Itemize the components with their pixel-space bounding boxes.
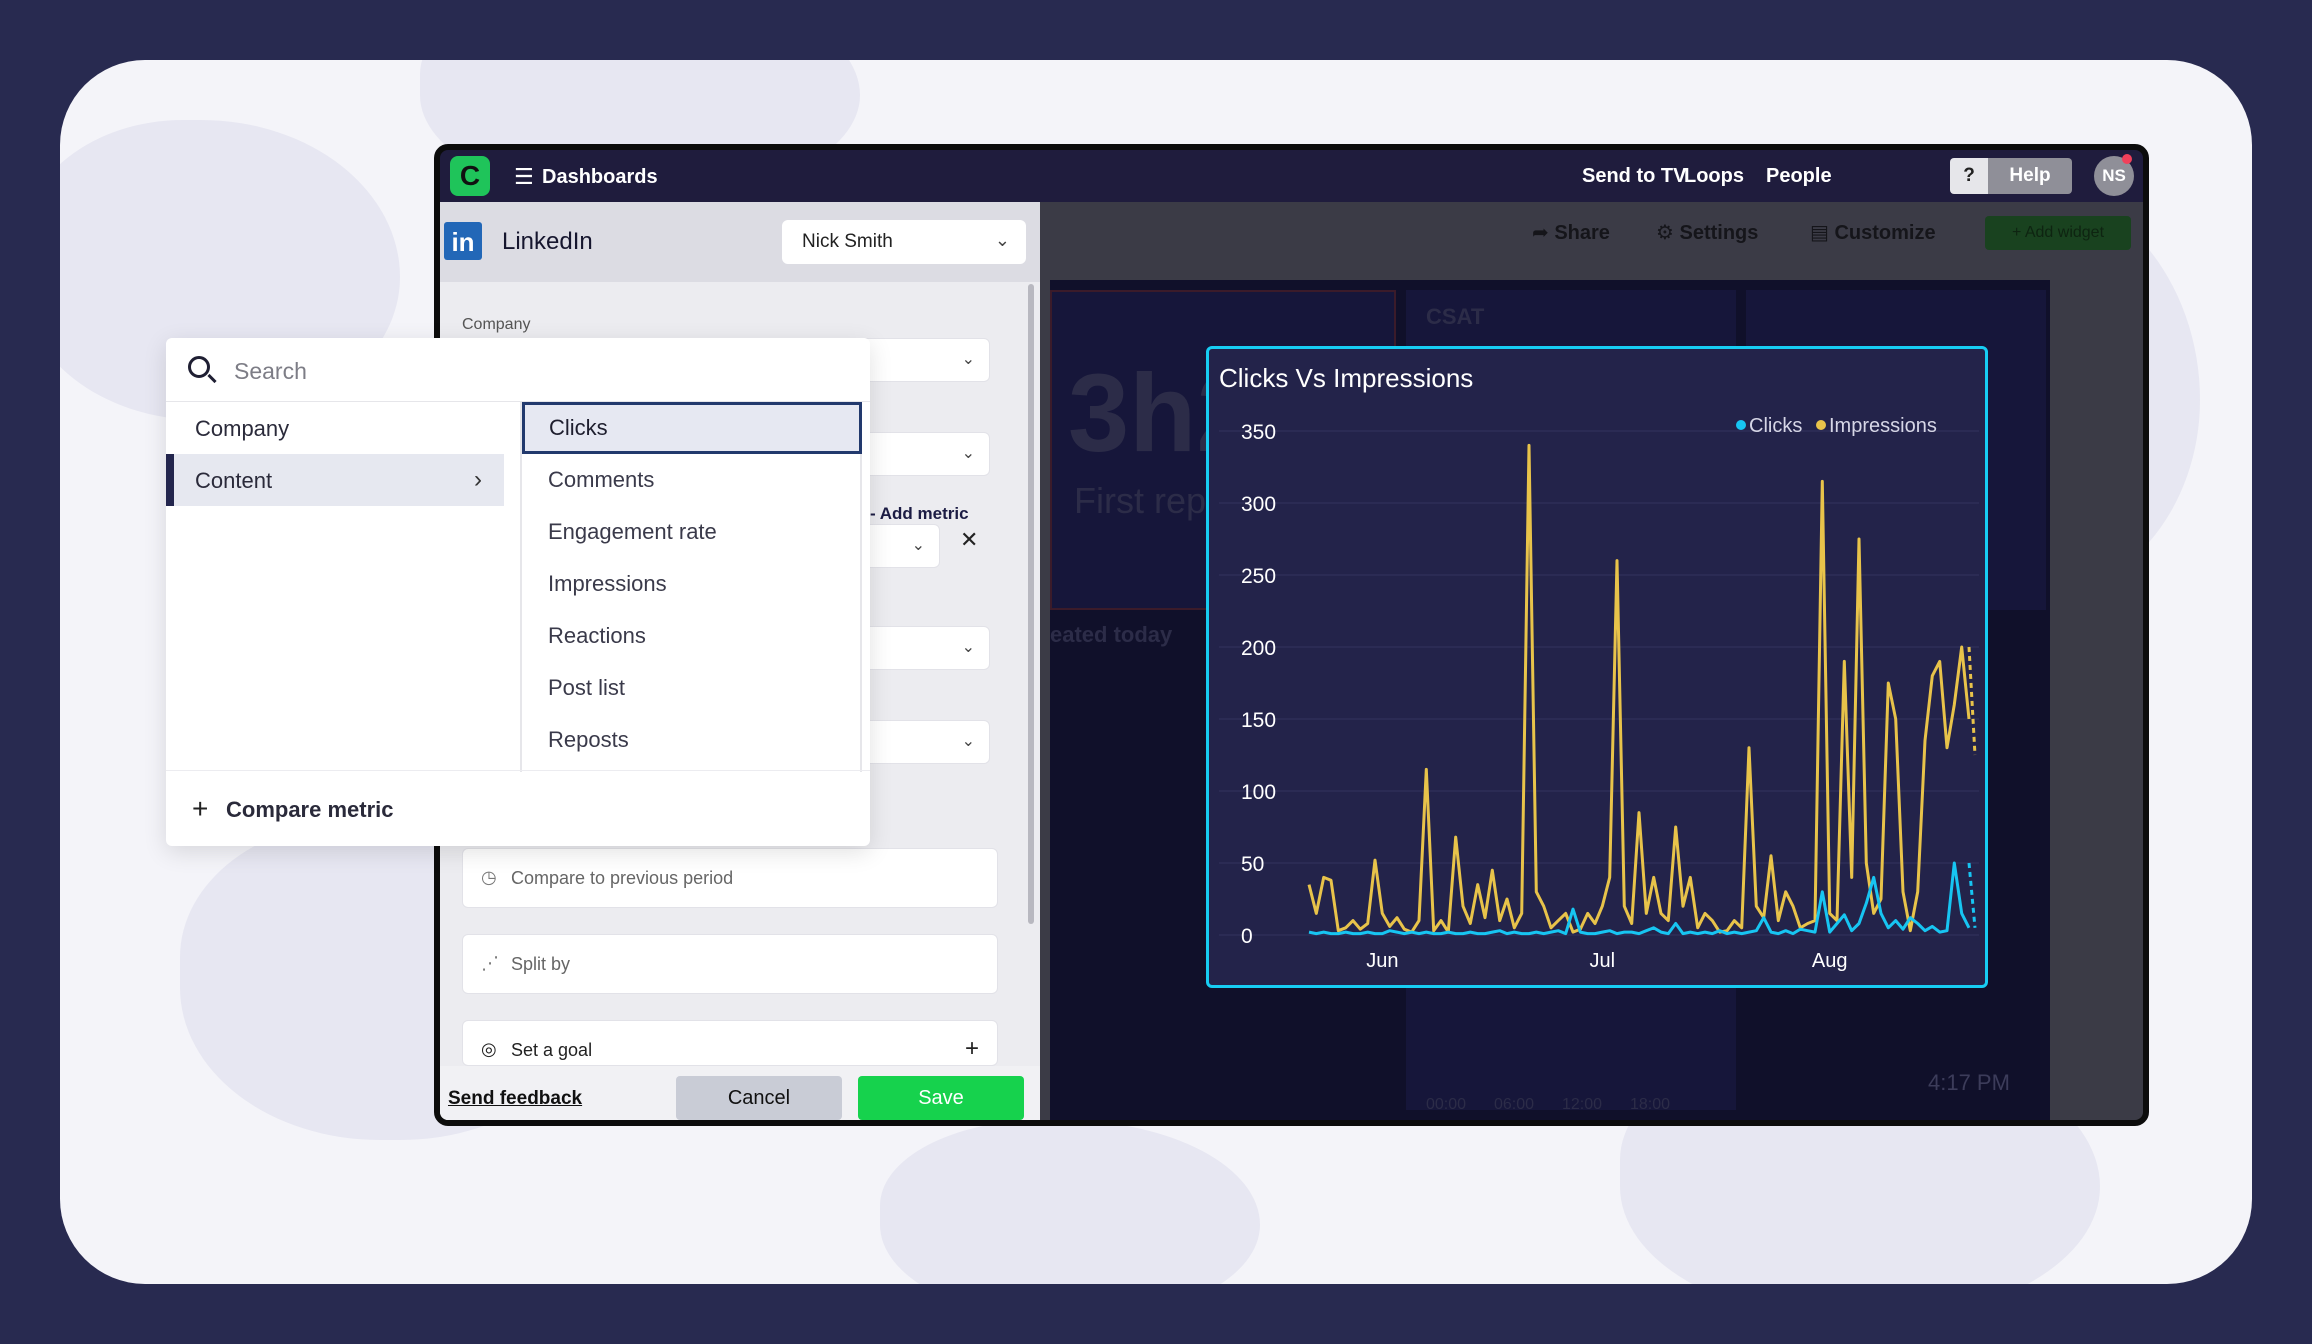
csat-label: CSAT — [1426, 304, 1485, 329]
created-today-label: eated today — [1050, 622, 1173, 647]
search-icon — [188, 356, 210, 378]
legend-label: Clicks — [1749, 415, 1802, 437]
add-widget-button[interactable]: + Add widget — [1985, 216, 2131, 250]
settings-label: Settings — [1679, 222, 1759, 244]
target-icon: ◎ — [481, 1039, 497, 1059]
metric-search[interactable]: Search — [166, 338, 870, 402]
chart-title: Clicks Vs Impressions — [1219, 363, 1474, 393]
tick-label: 12:00 — [1562, 1096, 1603, 1113]
set-goal-label: Set a goal — [511, 1040, 593, 1060]
metric-list: Clicks Comments Engagement rate Impressi… — [520, 402, 862, 772]
account-select[interactable]: Nick Smith ⌄ — [782, 220, 1026, 264]
split-by-option[interactable]: ⋰ Split by — [462, 934, 998, 994]
series-line-clicks — [1308, 861, 1971, 936]
compare-metric-label: Compare metric — [226, 797, 394, 822]
account-select-value: Nick Smith — [802, 231, 893, 252]
app-logo[interactable]: C — [450, 156, 490, 196]
category-label: Content — [195, 468, 273, 493]
x-tick-label: Jun — [1366, 950, 1398, 972]
legend-label: Impressions — [1829, 415, 1937, 437]
projection-line-clicks — [1967, 862, 1977, 928]
cancel-button[interactable]: Cancel — [676, 1076, 842, 1120]
panel-footer: Send feedback Cancel Save — [440, 1066, 1040, 1120]
split-icon: ⋰ — [481, 953, 499, 973]
panel-header: in LinkedIn Nick Smith ⌄ — [440, 202, 1040, 282]
dashboards-menu[interactable]: Dashboards — [542, 166, 658, 188]
help-button[interactable]: Help — [1988, 158, 2072, 194]
decor-blob — [880, 1120, 1260, 1284]
compare-previous-option[interactable]: ◷ Compare to previous period — [462, 848, 998, 908]
metric-item-clicks[interactable]: Clicks — [522, 402, 862, 454]
metric-item-reactions[interactable]: Reactions — [548, 623, 646, 648]
metric-item-engagement-rate[interactable]: Engagement rate — [548, 519, 717, 544]
line-chart: 0 50 100 150 200 250 300 350 Jun Jul Aug Clicks Impr… — [1219, 415, 1979, 972]
settings-button[interactable]: ⚙ Settings — [1656, 222, 1759, 244]
share-label: Share — [1554, 222, 1610, 244]
clock-icon: ◷ — [481, 867, 497, 887]
split-by-label: Split by — [511, 954, 571, 974]
clicks-vs-impressions-chart: Clicks Vs Impressions 0 50 100 150 200 250 300… — [1206, 346, 1988, 988]
series-line-impressions — [1307, 443, 1971, 934]
chevron-down-icon: ⌄ — [961, 445, 975, 462]
send-feedback-link[interactable]: Send feedback — [448, 1088, 583, 1109]
y-tick-label: 300 — [1241, 493, 1276, 516]
chevron-down-icon: ⌄ — [911, 537, 925, 554]
category-label: Company — [195, 416, 290, 441]
plus-icon: + — [192, 793, 209, 824]
chevron-down-icon: ⌄ — [961, 733, 975, 750]
legend-marker — [1816, 420, 1826, 430]
chevron-right-icon: › — [474, 466, 482, 493]
linkedin-icon: in — [444, 222, 482, 260]
metric-picker-dropdown: Search Company Content › Clicks Comments… — [166, 338, 870, 846]
chevron-down-icon: ⌄ — [961, 351, 975, 368]
legend-marker — [1736, 420, 1746, 430]
tick-label: 00:00 — [1426, 1096, 1467, 1113]
y-tick-label: 350 — [1241, 421, 1276, 444]
top-nav-bar: C ☰ Dashboards Send to TV Loops People ?… — [440, 150, 2143, 202]
plus-icon[interactable]: + — [964, 1035, 979, 1062]
metric-item-comments[interactable]: Comments — [548, 467, 655, 492]
customize-label: Customize — [1834, 222, 1936, 244]
add-metric-link[interactable]: - Add metric — [870, 504, 969, 523]
category-content[interactable]: Content › — [166, 454, 504, 506]
nav-loops[interactable]: Loops — [1684, 165, 1744, 187]
metric-item-reposts[interactable]: Reposts — [548, 727, 629, 752]
panel-title: LinkedIn — [502, 228, 593, 255]
y-tick-label: 150 — [1241, 709, 1276, 732]
hamburger-menu-icon[interactable]: ☰ — [514, 164, 534, 189]
y-tick-label: 200 — [1241, 637, 1276, 660]
x-tick-label: Jul — [1590, 950, 1616, 972]
notification-dot — [2122, 154, 2132, 164]
tick-label: 06:00 — [1494, 1096, 1535, 1113]
company-field-label: Company — [462, 316, 531, 333]
close-icon[interactable]: ✕ — [960, 527, 979, 552]
projection-line-impressions — [1967, 646, 1977, 756]
category-company[interactable]: Company — [166, 402, 504, 454]
nav-people[interactable]: People — [1766, 165, 1832, 187]
search-input[interactable]: Search — [234, 358, 307, 384]
help-question-button[interactable]: ? — [1950, 158, 1988, 194]
customize-button[interactable]: ▤ Customize — [1810, 222, 1936, 244]
metric-item-post-list[interactable]: Post list — [548, 675, 626, 700]
chevron-down-icon: ⌄ — [994, 230, 1010, 250]
add-metric-label: Add metric — [879, 504, 969, 523]
y-tick-label: 0 — [1241, 925, 1253, 948]
y-tick-label: 100 — [1241, 781, 1276, 804]
clock-time: 4:17 PM — [1928, 1070, 2010, 1095]
y-tick-label: 250 — [1241, 565, 1276, 588]
panel-scrollbar[interactable] — [1028, 284, 1034, 924]
tick-label: 18:00 — [1630, 1096, 1671, 1113]
nav-send-to-tv[interactable]: Send to TV — [1582, 165, 1687, 187]
compare-previous-label: Compare to previous period — [511, 868, 734, 888]
y-tick-label: 50 — [1241, 853, 1264, 876]
chevron-down-icon: ⌄ — [961, 639, 975, 656]
share-button[interactable]: ➦ Share — [1532, 222, 1610, 244]
save-button[interactable]: Save — [858, 1076, 1024, 1120]
set-goal-option[interactable]: ◎ Set a goal + — [462, 1020, 998, 1066]
x-tick-label: Aug — [1812, 950, 1848, 972]
first-reply-label: First repl — [1074, 480, 1215, 521]
compare-metric-button[interactable]: + Compare metric — [166, 770, 870, 846]
metric-item-impressions[interactable]: Impressions — [548, 571, 667, 596]
